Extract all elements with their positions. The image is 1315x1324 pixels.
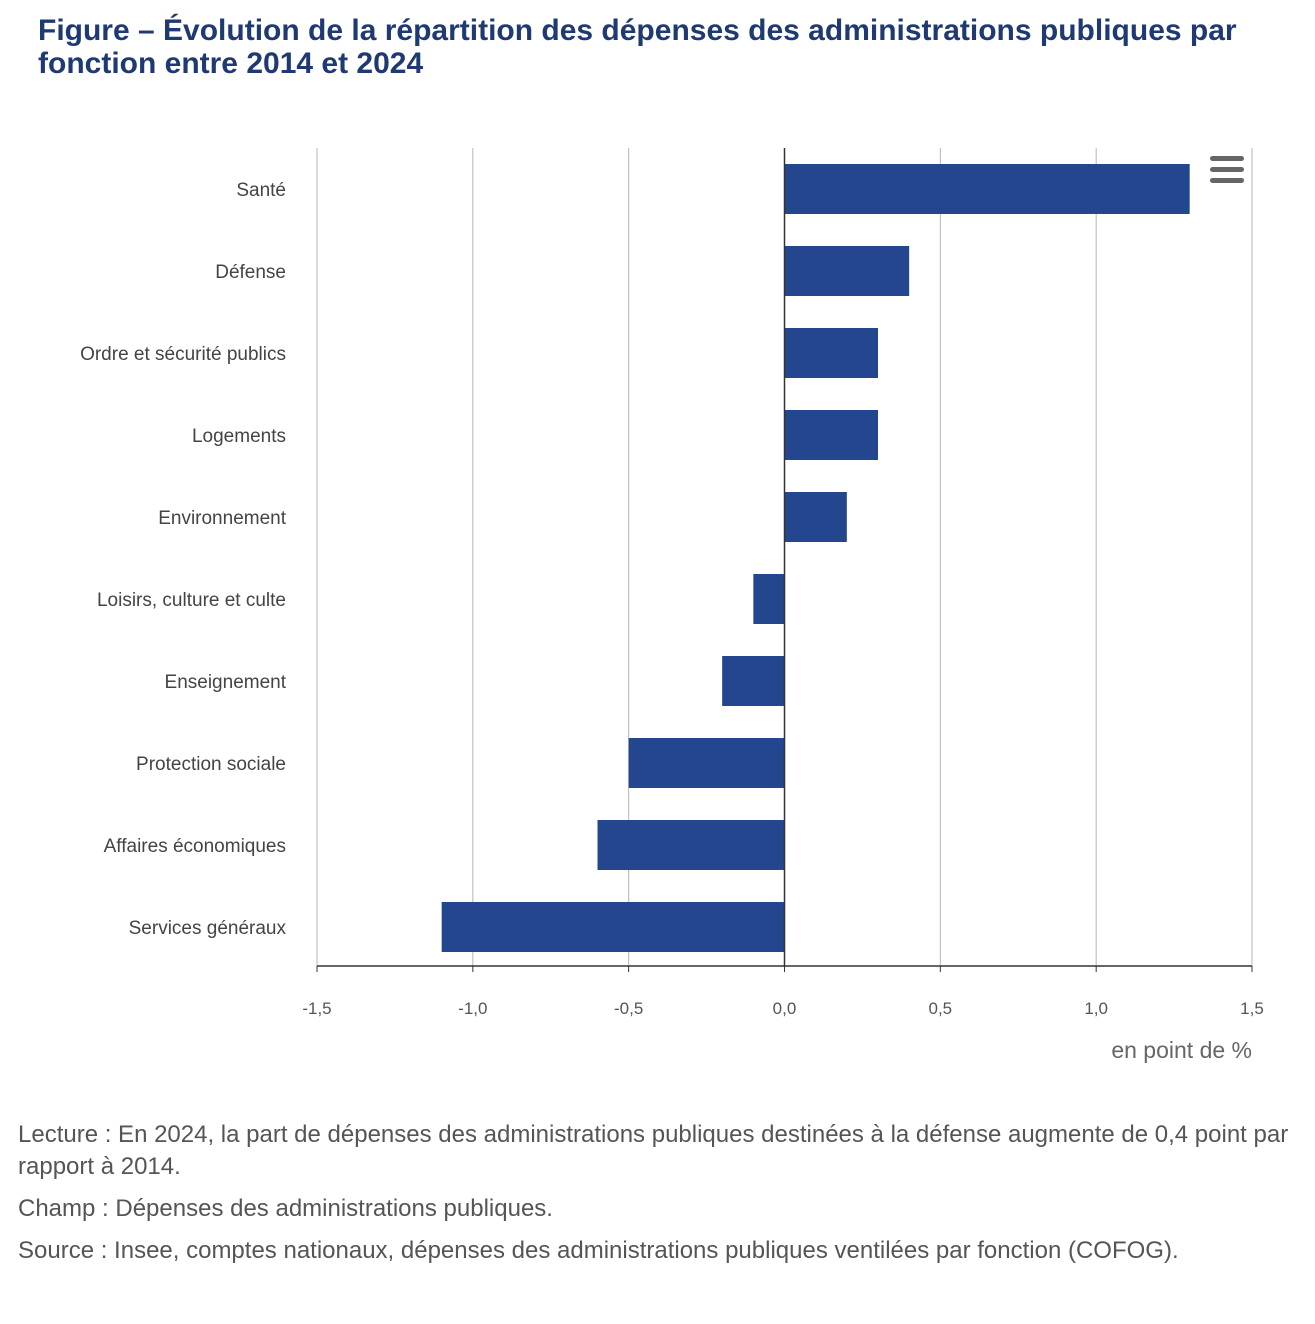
bar: [628, 738, 785, 788]
figure-notes: Lecture : En 2024, la part de dépenses d…: [18, 1119, 1303, 1277]
chart-menu-button[interactable]: [1206, 152, 1248, 188]
category-label: Ordre et sécurité publics: [80, 344, 286, 365]
bar: [722, 656, 785, 706]
x-tick-label: 0,5: [929, 999, 953, 1018]
x-tick-label: -1,0: [458, 999, 487, 1018]
category-label: Affaires économiques: [104, 836, 286, 857]
category-label: Logements: [192, 426, 286, 447]
bar: [753, 574, 785, 624]
category-label: Enseignement: [165, 672, 287, 693]
note-source: Source : Insee, comptes nationaux, dépen…: [18, 1237, 1179, 1264]
bar: [441, 902, 785, 952]
x-tick-label: 0,0: [773, 999, 797, 1018]
bar: [784, 328, 878, 378]
category-label: Loisirs, culture et culte: [97, 590, 286, 611]
bar: [597, 820, 785, 870]
note-lecture: Lecture : En 2024, la part de dépenses d…: [18, 1121, 1289, 1180]
axes: [316, 148, 1253, 972]
x-axis-unit-label: en point de %: [1111, 1037, 1252, 1063]
category-label: Santé: [236, 180, 286, 201]
bar: [784, 164, 1190, 214]
x-tick-label: -0,5: [614, 999, 643, 1018]
hamburger-menu-icon-bar: [1210, 178, 1244, 183]
bar: [784, 410, 878, 460]
figure-title: Figure – Évolution de la répartition des…: [38, 14, 1237, 80]
x-tick-labels: -1,5 -1,0 -0,5 0,0 0,5 1,0 1,5: [302, 999, 1263, 1018]
x-tick-label: -1,5: [302, 999, 331, 1018]
category-label: Protection sociale: [136, 754, 286, 775]
hamburger-menu-icon-bar: [1210, 167, 1244, 172]
x-tick-label: 1,5: [1240, 999, 1264, 1018]
note-champ: Champ : Dépenses des administrations pub…: [18, 1195, 553, 1222]
bar: [784, 246, 910, 296]
category-label: Défense: [215, 262, 286, 283]
bars: [441, 164, 1190, 952]
category-label: Environnement: [158, 508, 287, 529]
bar: [784, 492, 847, 542]
x-tick-label: 1,0: [1084, 999, 1108, 1018]
category-labels: Santé Défense Ordre et sécurité publics Log…: [80, 180, 287, 939]
category-label: Services généraux: [129, 918, 287, 939]
hamburger-menu-icon: [1210, 156, 1244, 161]
